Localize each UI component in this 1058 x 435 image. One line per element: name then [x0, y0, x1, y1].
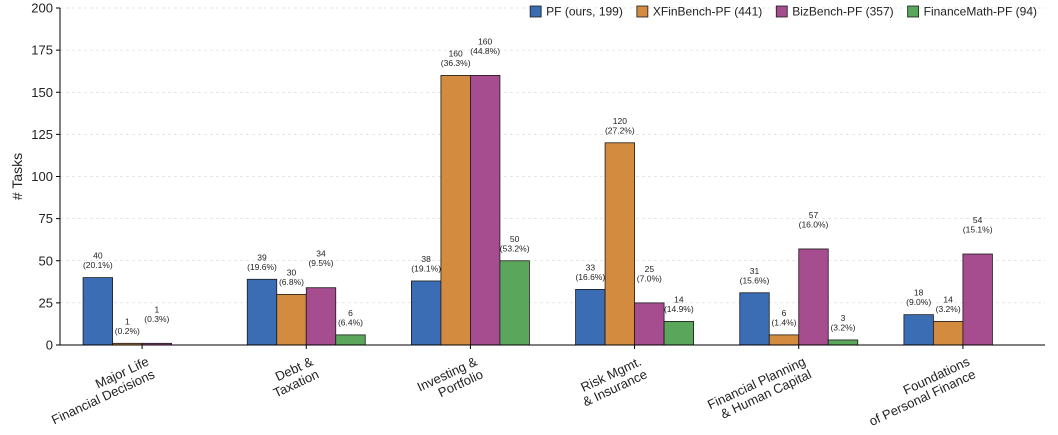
- data-label-percent: (19.6%): [247, 262, 277, 272]
- data-label-percent: (1.4%): [771, 317, 796, 327]
- grid-lines: [60, 7, 1045, 346]
- data-label-percent: (6.4%): [338, 317, 363, 327]
- bar: [827, 339, 859, 346]
- y-tick-label: 25: [39, 295, 53, 310]
- data-label-percent: (53.2%): [500, 243, 530, 253]
- data-label-percent: (20.1%): [83, 260, 113, 270]
- legend-swatch: [636, 5, 649, 18]
- y-tick-label: 125: [31, 127, 53, 142]
- data-label-value: 6: [782, 308, 787, 318]
- legend-label: PF (ours, 199): [546, 5, 623, 19]
- bar: [575, 288, 606, 346]
- bar: [411, 280, 442, 346]
- bars-layer: [82, 75, 993, 346]
- bar: [440, 75, 471, 346]
- data-label-value: 31: [750, 266, 760, 276]
- legend-label: FinanceMath-PF (94): [924, 5, 1037, 19]
- bar: [604, 142, 635, 346]
- data-label-value: 160: [478, 36, 492, 46]
- data-label-value: 1: [154, 304, 159, 314]
- x-tick-label: Financial Planning& Human Capital: [705, 354, 814, 422]
- x-tick-label: Investing &Portfolio: [415, 354, 486, 401]
- bar: [903, 314, 934, 346]
- legend-swatch: [529, 5, 542, 18]
- bar: [305, 287, 337, 346]
- data-label-percent: (0.2%): [115, 326, 140, 336]
- legend-swatch: [775, 5, 788, 18]
- data-label-percent: (3.2%): [936, 304, 961, 314]
- x-tick-label: Risk Mgmt.& Insurance: [578, 354, 649, 410]
- bar: [470, 75, 501, 346]
- data-label-value: 120: [613, 116, 627, 126]
- data-label-value: 6: [348, 308, 353, 318]
- y-tick-label: 50: [39, 253, 53, 268]
- data-label-value: 1: [125, 316, 130, 326]
- data-label-percent: (14.9%): [664, 304, 694, 314]
- data-label-percent: (16.6%): [575, 272, 605, 282]
- data-label-percent: (7.0%): [637, 273, 662, 283]
- x-tick-label: Debt &Taxation: [271, 354, 321, 401]
- bar: [246, 278, 278, 346]
- bar: [82, 277, 113, 346]
- data-label-value: 160: [449, 48, 463, 58]
- data-label-percent: (44.8%): [470, 46, 500, 56]
- legend-swatch: [907, 5, 920, 18]
- data-label-value: 54: [973, 215, 983, 225]
- data-label-value: 40: [93, 251, 103, 261]
- legend-label: XFinBench-PF (441): [653, 5, 762, 19]
- data-label-percent: (27.2%): [605, 125, 635, 135]
- data-labels-layer: 40(20.1%)1(0.2%)1(0.3%)39(19.6%)30(6.8%)…: [83, 36, 993, 335]
- y-tick-label: 200: [31, 1, 53, 16]
- data-label-value: 3: [841, 313, 846, 323]
- data-label-percent: (36.3%): [441, 58, 471, 68]
- data-label-percent: (15.1%): [963, 225, 993, 235]
- data-label-value: 39: [257, 252, 267, 262]
- legend: PF (ours, 199) XFinBench-PF (441) BizBench…: [529, 5, 1037, 19]
- data-label-value: 30: [287, 267, 297, 277]
- bar: [663, 321, 694, 346]
- data-label-percent: (0.3%): [144, 314, 169, 324]
- data-label-value: 57: [809, 210, 819, 220]
- data-label-value: 25: [645, 264, 655, 274]
- data-label-value: 33: [586, 262, 596, 272]
- data-label-percent: (9.5%): [308, 258, 333, 268]
- data-label-percent: (3.2%): [830, 322, 855, 332]
- bar: [962, 253, 993, 346]
- y-tick-label: 100: [31, 169, 53, 184]
- y-tick-label: 175: [31, 43, 53, 58]
- bar: [739, 292, 770, 346]
- bar: [499, 260, 530, 346]
- data-label-percent: (19.1%): [411, 263, 441, 273]
- y-tick-label: 150: [31, 85, 53, 100]
- bar: [768, 334, 800, 346]
- bar: [634, 302, 665, 346]
- bar: [335, 334, 366, 346]
- data-label-value: 18: [914, 288, 924, 298]
- y-axis-title: # Tasks: [9, 153, 25, 200]
- data-label-value: 38: [421, 254, 431, 264]
- y-tick-label: 0: [46, 338, 53, 353]
- bar: [933, 321, 964, 346]
- data-label-percent: (16.0%): [799, 219, 829, 229]
- y-tick-label: 75: [39, 211, 53, 226]
- legend-label: BizBench-PF (357): [792, 5, 893, 19]
- data-label-percent: (6.8%): [279, 277, 304, 287]
- data-label-value: 34: [316, 249, 326, 259]
- data-label-percent: (9.0%): [906, 297, 931, 307]
- data-label-value: 14: [674, 294, 684, 304]
- data-label-percent: (15.6%): [740, 275, 770, 285]
- bar: [798, 248, 829, 346]
- data-label-value: 50: [510, 234, 520, 244]
- data-label-value: 14: [943, 294, 953, 304]
- bar: [276, 294, 307, 346]
